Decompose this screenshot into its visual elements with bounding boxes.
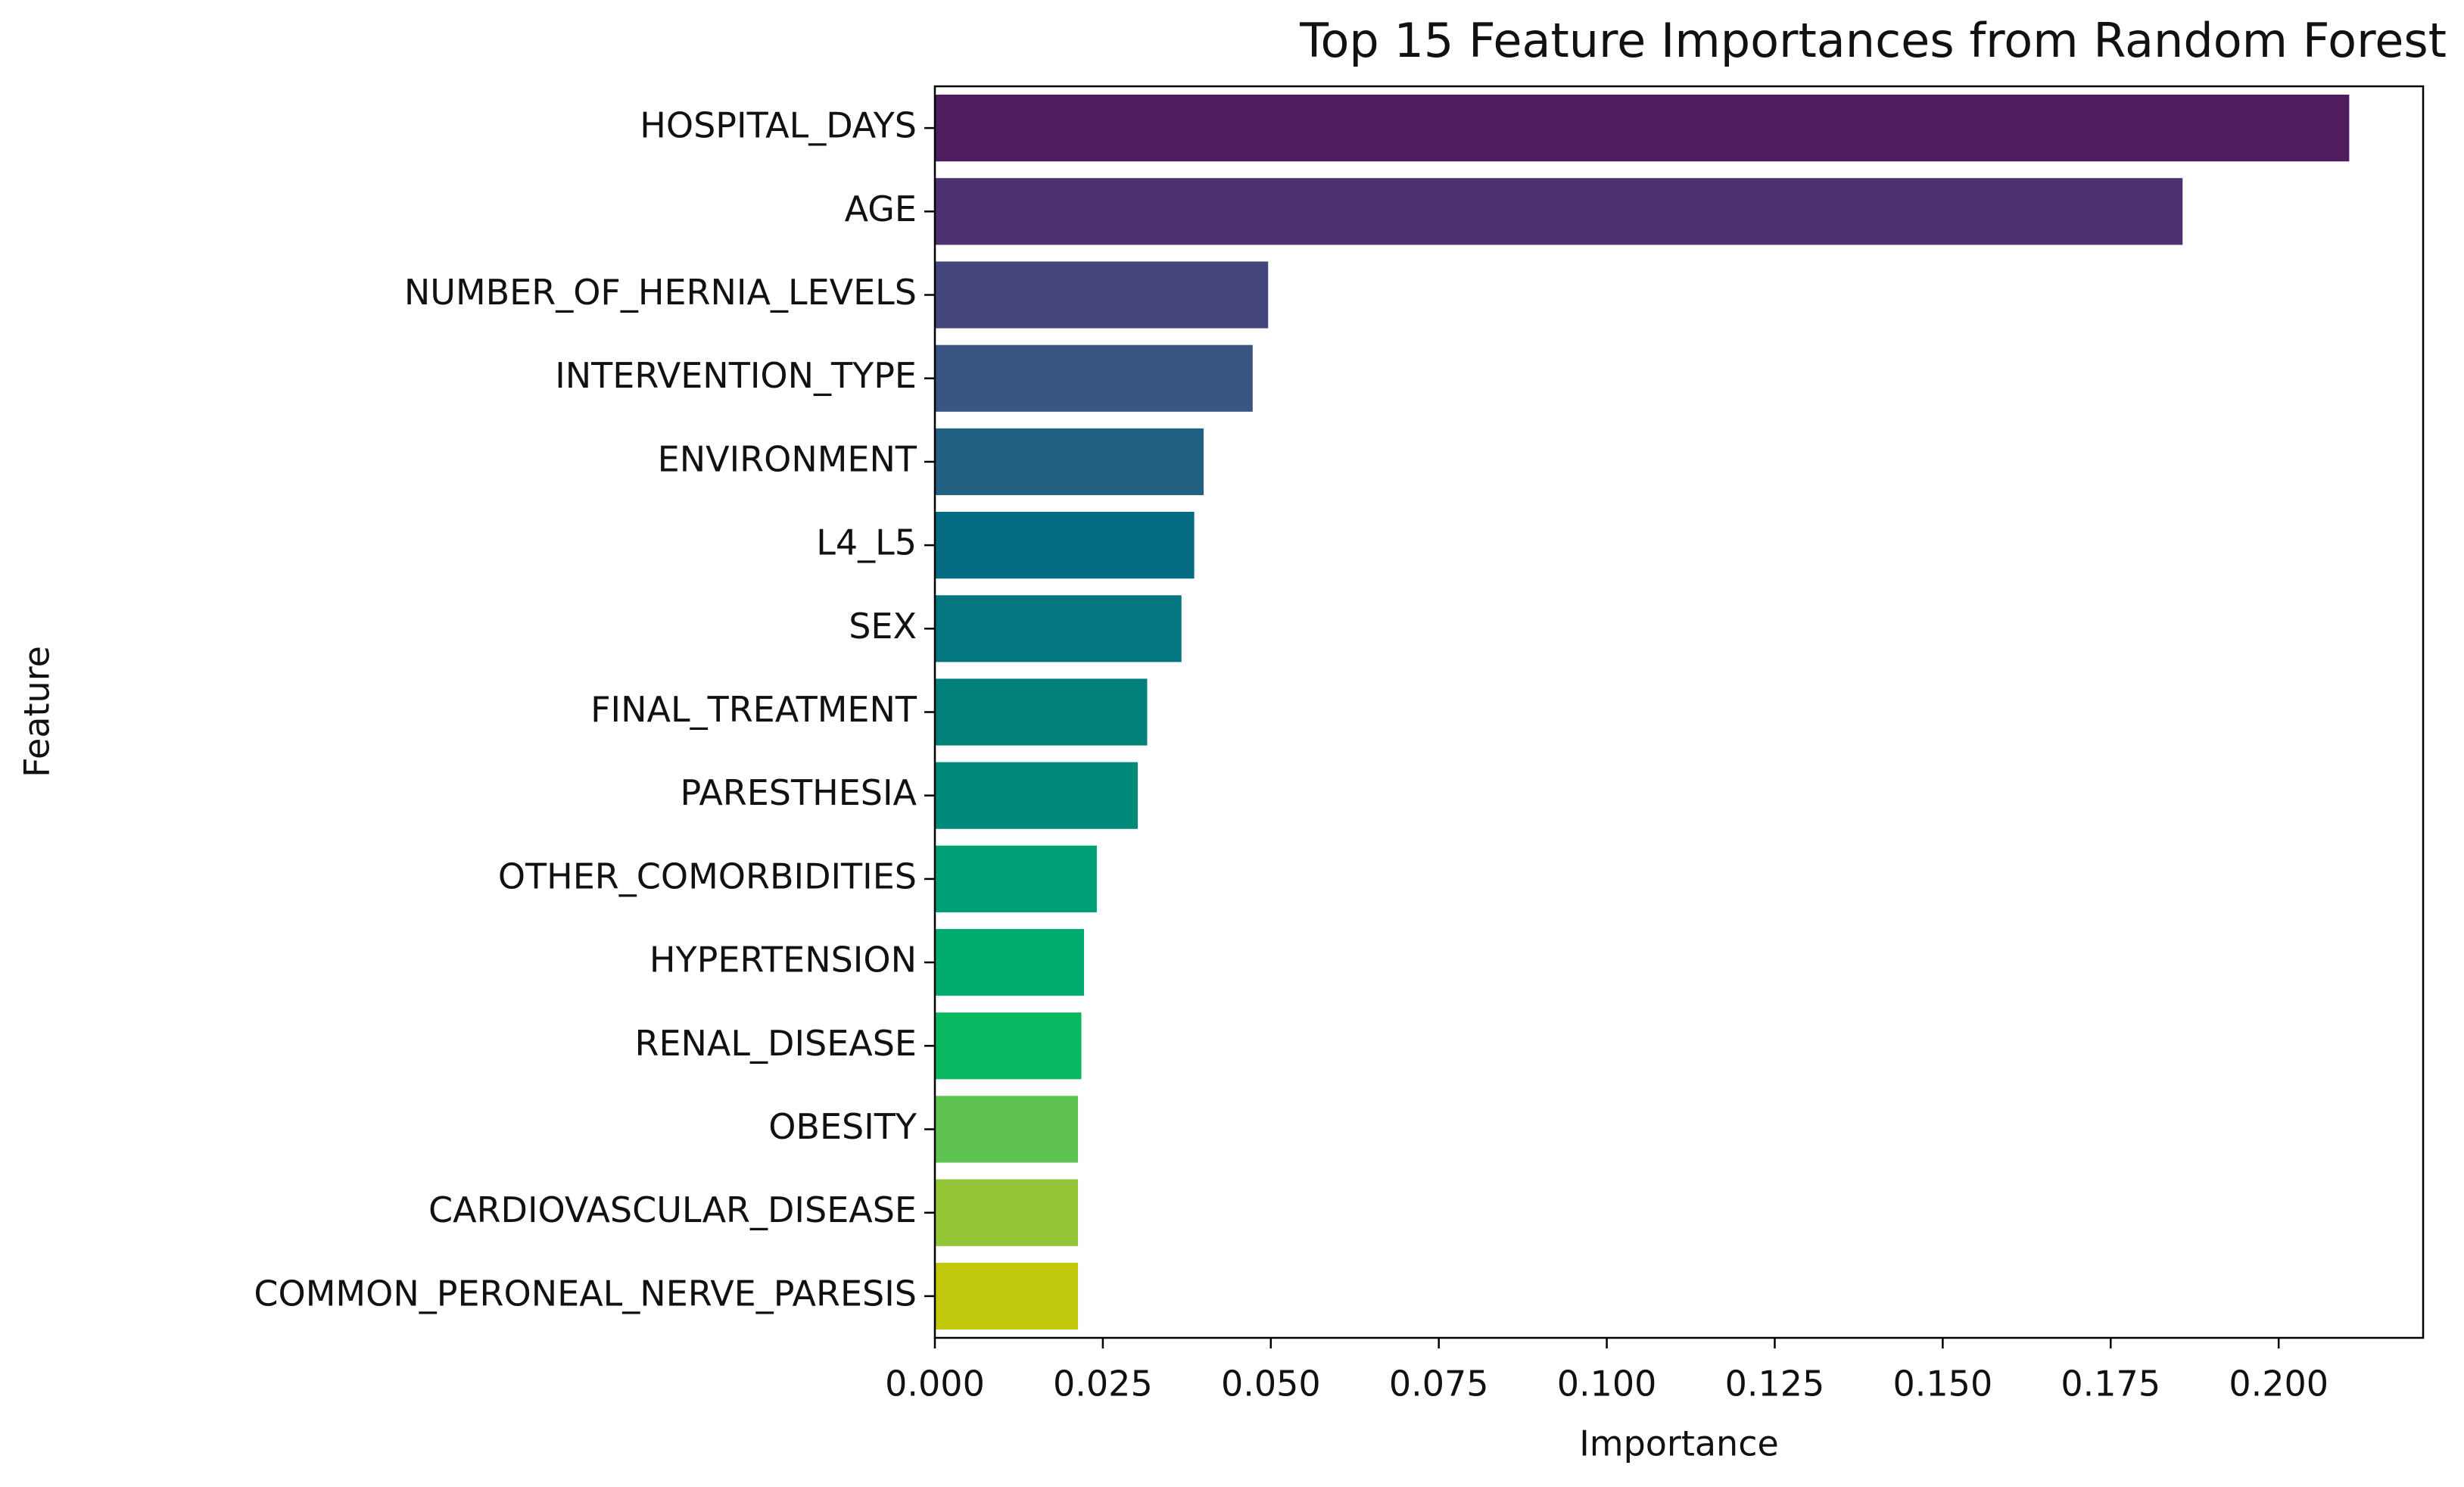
bar	[935, 178, 2183, 245]
bar	[935, 512, 1195, 579]
bar	[935, 1179, 1079, 1246]
y-tick-label: L4_L5	[816, 522, 917, 563]
x-tick-label: 0.175	[2061, 1364, 2160, 1404]
y-tick-label: HYPERTENSION	[649, 940, 917, 980]
bar	[935, 845, 1097, 912]
x-tick-label: 0.025	[1053, 1364, 1153, 1404]
y-tick-label: INTERVENTION_TYPE	[555, 355, 917, 396]
x-tick-label: 0.050	[1221, 1364, 1321, 1404]
x-tick-label: 0.150	[1893, 1364, 1993, 1404]
y-tick-label: RENAL_DISEASE	[634, 1023, 917, 1064]
x-tick-label: 0.200	[2229, 1364, 2328, 1404]
bar	[935, 1096, 1079, 1163]
y-tick-label: AGE	[845, 189, 917, 229]
y-tick-label: CARDIOVASCULAR_DISEASE	[428, 1189, 917, 1230]
bar	[935, 428, 1204, 495]
y-axis-label: Feature	[17, 646, 58, 778]
chart-title: Top 15 Feature Importances from Random F…	[1299, 13, 2447, 68]
y-tick-label: HOSPITAL_DAYS	[640, 105, 917, 146]
x-tick-label: 0.125	[1725, 1364, 1825, 1404]
bar	[935, 1262, 1079, 1330]
y-tick-label: NUMBER_OF_HERNIA_LEVELS	[404, 272, 917, 313]
bar	[935, 95, 2350, 162]
bar	[935, 344, 1253, 412]
bar	[935, 678, 1148, 746]
y-tick-label: PARESTHESIA	[681, 772, 917, 813]
x-tick-label: 0.075	[1389, 1364, 1489, 1404]
x-axis-label: Importance	[1579, 1423, 1779, 1464]
y-tick-label: OTHER_COMORBIDITIES	[498, 856, 917, 896]
y-tick-label: SEX	[849, 606, 917, 647]
bar	[935, 261, 1269, 329]
y-tick-label: ENVIRONMENT	[658, 438, 917, 479]
plot-frame	[933, 85, 2425, 1339]
x-tick-label: 0.100	[1557, 1364, 1657, 1404]
bar	[935, 1012, 1082, 1080]
y-tick-label: FINAL_TREATMENT	[590, 689, 917, 730]
bar	[935, 762, 1139, 829]
y-tick-label: OBESITY	[768, 1106, 917, 1147]
y-tick-label: COMMON_PERONEAL_NERVE_PARESIS	[254, 1273, 917, 1314]
x-tick-label: 0.000	[885, 1364, 985, 1404]
bar	[935, 929, 1085, 996]
bar	[935, 595, 1182, 662]
